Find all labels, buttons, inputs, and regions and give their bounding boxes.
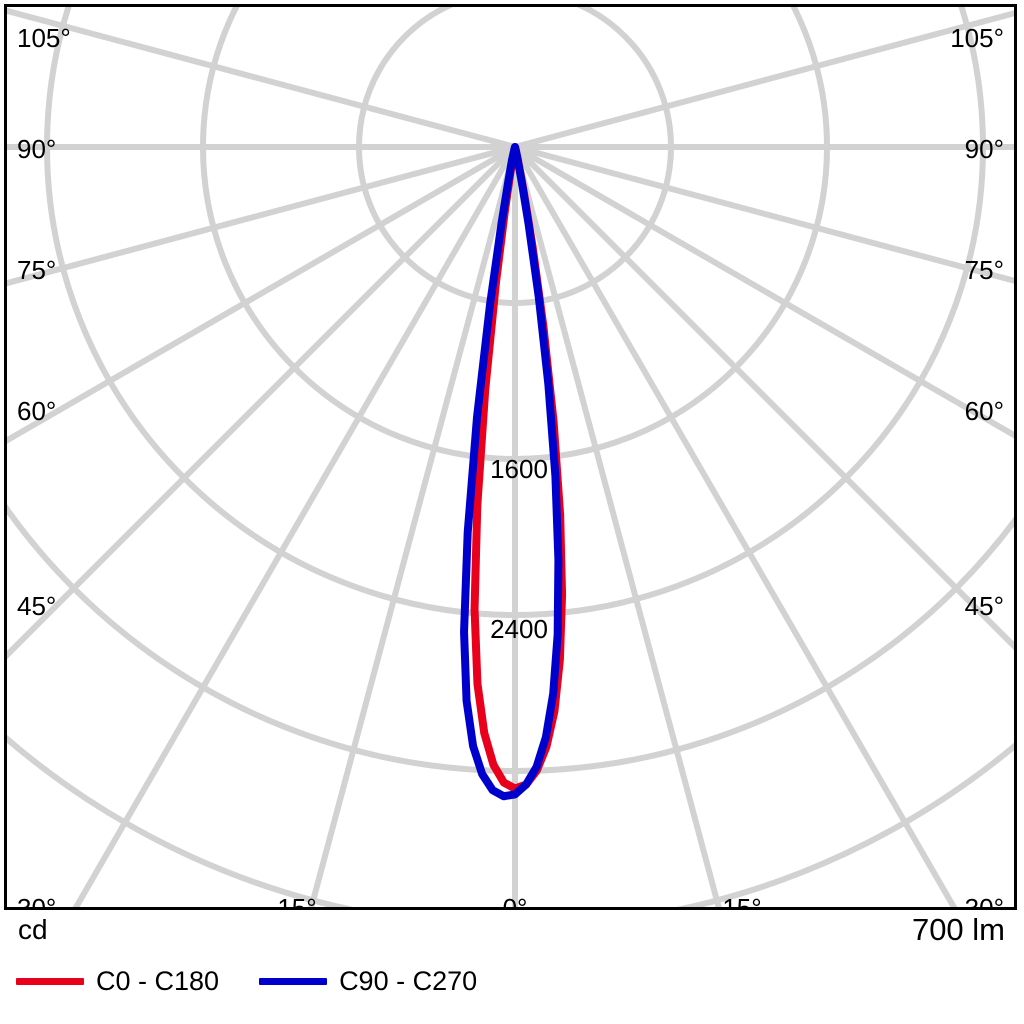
angle-tick-label-right-5: 30° bbox=[964, 893, 1004, 910]
angle-tick-label-left-2: 75° bbox=[17, 255, 57, 285]
polar-grid-and-curves bbox=[7, 7, 1014, 907]
angle-tick-label-right-0: 105° bbox=[950, 23, 1004, 53]
angle-tick-label-bottom-0: 15° bbox=[277, 893, 317, 910]
grid-spoke-15 bbox=[512, 146, 722, 907]
grid-circle-3200 bbox=[7, 504, 1014, 774]
angle-tick-label-left-5: 30° bbox=[17, 893, 57, 910]
radial-value-label-1600: 1600 bbox=[490, 454, 548, 484]
legend-item-1: C90 - C270 bbox=[259, 968, 517, 995]
grid-spoke-30 bbox=[512, 145, 958, 907]
angle-tick-label-right-3: 60° bbox=[964, 396, 1004, 426]
grid-spoke--60 bbox=[7, 144, 517, 444]
polar-curves bbox=[460, 143, 567, 801]
angle-tick-label-bottom-2: 15° bbox=[722, 893, 762, 910]
legend-label-0: C0 - C180 bbox=[96, 966, 220, 996]
grid-spoke--30 bbox=[72, 145, 518, 907]
legend-label-1: C90 - C270 bbox=[339, 966, 478, 996]
angle-tick-label-left-4: 45° bbox=[17, 591, 57, 621]
radial-unit-label: cd bbox=[18, 914, 48, 945]
curve-c90-c270 bbox=[460, 143, 563, 801]
chart-footer: cd 700 lm C0 - C180 C90 - C270 bbox=[4, 912, 1017, 1020]
angle-tick-label-left-0: 105° bbox=[17, 23, 71, 53]
legend-swatch-0 bbox=[16, 978, 84, 985]
grid-spoke-105 bbox=[514, 10, 1014, 150]
polar-grid bbox=[7, 7, 1014, 907]
grid-spoke--105 bbox=[7, 7, 516, 150]
angle-tick-label-right-2: 75° bbox=[964, 255, 1004, 285]
angle-tick-label-left-3: 60° bbox=[17, 396, 57, 426]
polar-plot-frame: 105° 90° 75° 60° 45° 30° 105° 90° 75° 60° 45° 30° … bbox=[4, 4, 1017, 910]
legend-item-0: C0 - C180 bbox=[16, 968, 259, 995]
grid-spoke--45 bbox=[7, 144, 518, 660]
angle-tick-label-bottom-1: 0° bbox=[502, 893, 528, 910]
luminous-flux-label: 700 lm bbox=[911, 912, 1005, 947]
grid-spoke-45 bbox=[512, 144, 1014, 651]
grid-spoke--75 bbox=[7, 144, 516, 287]
legend-swatch-1 bbox=[259, 978, 328, 985]
angle-tick-label-right-1: 90° bbox=[964, 134, 1004, 164]
radial-value-label-2400: 2400 bbox=[490, 614, 548, 644]
grid-spoke--15 bbox=[308, 146, 518, 907]
grid-spoke-60 bbox=[513, 144, 1014, 439]
angle-tick-label-right-4: 45° bbox=[964, 591, 1004, 621]
grid-spoke-75 bbox=[514, 144, 1014, 284]
angle-tick-label-left-1: 90° bbox=[17, 134, 57, 164]
legend: C0 - C180 C90 - C270 bbox=[16, 968, 517, 995]
